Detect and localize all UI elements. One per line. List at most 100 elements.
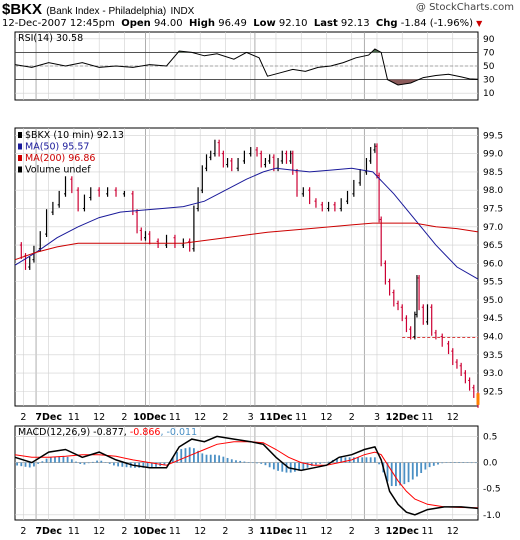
x-tick-label: 2 [20, 526, 26, 537]
rsi-legend: RSI(14) 30.58 [18, 33, 83, 44]
macd-histogram-bar [138, 462, 141, 468]
x-tick-label: 2 [121, 526, 127, 537]
macd-histogram-bar [474, 462, 477, 464]
macd-x-axis: 2 7Dec 11 12 2 10Dec 11 12 2 3 11Dec 11 12 2 3 12Dec 11 1… [20, 526, 458, 537]
x-tick-label: 12 [194, 526, 206, 537]
macd-histogram-bar [28, 462, 31, 468]
x-tick-label: 11 [421, 526, 433, 537]
macd-histogram-bar [323, 462, 326, 464]
macd-histogram-bar [83, 462, 86, 465]
open-value: 94.00 [153, 18, 183, 29]
macd-histogram-bar [243, 461, 246, 463]
macd-histogram-bar [230, 459, 233, 463]
macd-histogram-bar [340, 457, 343, 463]
price-tick-label: 93.0 [483, 369, 503, 379]
price-legend-symbol: $BKX (10 min) 92.13 [25, 130, 124, 141]
macd-histogram-bar [188, 447, 191, 463]
macd-histogram-bar [87, 462, 90, 464]
x-tick-label: 2 [349, 526, 355, 537]
macd-histogram-bar [197, 450, 199, 463]
macd-histogram-bar [344, 457, 347, 463]
price-legend-symbol-swatch [18, 132, 22, 138]
macd-legend-hist: , -0.011 [160, 427, 197, 438]
change-value: -1.84 (-1.96%) [400, 18, 473, 29]
macd-histogram-bar [453, 462, 456, 463]
x-tick-label: 12 [194, 412, 206, 423]
macd-histogram-bar [437, 462, 439, 465]
price-x-axis: 2 7Dec 11 12 2 10Dec 11 12 2 3 11Dec 11 12 2 3 12Dec 11 1… [20, 412, 458, 423]
ma200-line [14, 222, 479, 261]
macd-histogram-bar [470, 462, 473, 464]
price-legend-ma50: MA(50) 95.57 [25, 142, 89, 153]
x-tick-label: 11Dec [259, 526, 292, 537]
macd-histogram-bar [49, 457, 52, 463]
macd-tick-label: -1.0 [483, 511, 501, 521]
macd-histogram-bar [403, 462, 406, 485]
macd-histogram-bar [96, 460, 98, 463]
x-tick-label: 2 [349, 412, 355, 423]
x-tick-label: 12 [93, 526, 105, 537]
macd-histogram-bar [45, 458, 48, 463]
macd-histogram-bar [281, 462, 284, 472]
macd-histogram-bar [239, 460, 242, 463]
macd-histogram-bar [277, 462, 279, 471]
macd-tick-label: 0.5 [483, 432, 497, 442]
macd-histogram-bar [458, 462, 460, 463]
macd-histogram-bar [66, 456, 69, 463]
x-tick-label: 12Dec [386, 526, 419, 537]
last-label: Last [313, 18, 338, 29]
price-tick-label: 93.5 [483, 351, 503, 361]
macd-histogram-bar [315, 462, 317, 465]
macd-histogram-bar [352, 457, 355, 463]
macd-histogram-bar [327, 461, 330, 463]
macd-histogram-bar [113, 462, 115, 466]
x-tick-label: 11 [68, 526, 80, 537]
x-tick-label: 10Dec [133, 526, 166, 537]
price-tick-label: 95.5 [483, 278, 503, 288]
macd-histogram-bar [167, 462, 170, 464]
macd-histogram-bar [319, 462, 322, 464]
macd-tick-label: -0.5 [483, 485, 501, 495]
macd-histogram-bar [125, 462, 128, 468]
x-tick-label: 2 [121, 412, 127, 423]
x-tick-label: 12 [93, 412, 105, 423]
macd-histogram-bar [298, 462, 301, 471]
macd-histogram-bar [361, 457, 364, 463]
macd-histogram-bar [268, 462, 271, 468]
macd-histogram-bar [155, 462, 157, 467]
macd-histogram-bar [378, 462, 380, 465]
high-label: High [188, 18, 216, 29]
macd-histogram-bar [373, 457, 376, 463]
macd-histogram-bar [201, 453, 204, 463]
price-legend-ma50-swatch [18, 143, 22, 150]
macd-histogram-bar [33, 462, 35, 467]
macd-histogram-bar [264, 462, 267, 466]
index-name: (Bank Index - Philadelphia) [46, 6, 167, 17]
price-legend-volume: Volume undef [25, 165, 91, 176]
price-tick-label: 98.0 [483, 186, 503, 196]
macd-histogram-bar [432, 462, 435, 466]
x-tick-label: 3 [374, 412, 380, 423]
x-tick-label: 11 [169, 526, 181, 537]
macd-histogram-bar [104, 462, 107, 463]
macd-histogram-bar [91, 461, 94, 463]
rsi-line [14, 48, 479, 86]
last-value: 92.13 [340, 18, 370, 29]
price-tick-label: 95.0 [483, 296, 503, 306]
low-label: Low [253, 18, 276, 29]
x-tick-label: 11 [169, 412, 181, 423]
macd-histogram-bar [294, 462, 296, 472]
macd-histogram-bar [441, 462, 444, 464]
macd-histogram-bar [209, 454, 212, 463]
macd-histogram-bar [226, 457, 229, 463]
macd-histogram-bar [256, 462, 258, 464]
macd-histogram-bar [79, 462, 82, 464]
x-tick-label: 12Dec [386, 412, 419, 423]
macd-histogram-bar [416, 462, 418, 477]
rsi-tick-label: 90 [483, 35, 495, 45]
x-tick-label: 2 [222, 526, 228, 537]
x-tick-label: 12 [447, 412, 459, 423]
macd-histogram-bar [58, 456, 61, 463]
macd-histogram-bar [54, 456, 56, 463]
x-tick-label: 3 [248, 526, 254, 537]
